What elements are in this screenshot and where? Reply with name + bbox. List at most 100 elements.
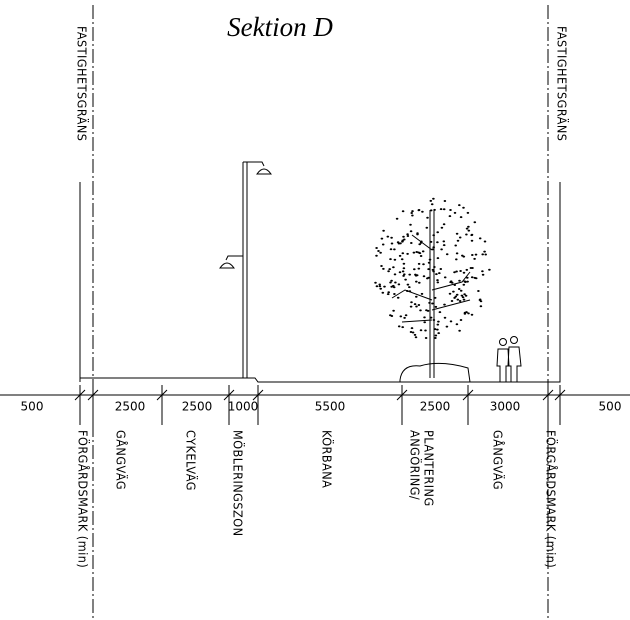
leaf [432, 319, 436, 321]
leaf [448, 215, 452, 218]
leaf [433, 328, 437, 331]
leaf [389, 258, 392, 261]
leaf [406, 233, 409, 236]
leaf [394, 281, 397, 284]
leaf [437, 320, 440, 323]
leaf [481, 273, 485, 276]
leaf [413, 303, 417, 306]
leaf [417, 267, 421, 270]
leaf [437, 332, 441, 335]
leaf [402, 267, 406, 270]
leaf [470, 233, 474, 236]
leaf [428, 258, 432, 261]
leaf [455, 258, 458, 261]
leaf [452, 290, 455, 293]
leaf [422, 263, 425, 266]
leaf [380, 265, 383, 267]
leaf [436, 241, 439, 244]
leaf [414, 336, 418, 339]
leaf [415, 295, 418, 298]
tick-slash [87, 389, 99, 401]
title: Sektion D [227, 12, 333, 42]
leaf [401, 210, 405, 213]
leaf [382, 267, 385, 270]
leaf [409, 305, 413, 308]
tick-slash [156, 389, 168, 401]
dimension-label: 500 [21, 400, 44, 414]
leaf [466, 276, 469, 279]
leaf [456, 239, 460, 242]
leaf [432, 270, 435, 273]
leaf [375, 285, 379, 288]
leaf [458, 279, 461, 282]
leaf [408, 286, 411, 289]
leaf [414, 274, 418, 277]
leaf [400, 258, 404, 261]
leaf [434, 334, 438, 337]
zone-label: FÖRGÅRDSMARK (min) [76, 430, 92, 568]
leaf [389, 281, 392, 284]
leaf [449, 320, 453, 323]
leaf [453, 284, 457, 286]
leaf [419, 329, 423, 332]
leaf [390, 242, 394, 245]
leaf [463, 280, 467, 283]
leaf [401, 270, 405, 273]
leaf [449, 209, 452, 211]
leaf [445, 253, 449, 256]
leaf [436, 281, 440, 284]
leaf [380, 237, 384, 240]
leaf [402, 235, 405, 238]
leaf [381, 243, 385, 246]
dimension-label: 1000 [228, 400, 259, 414]
leaf [390, 315, 394, 317]
leaf [393, 293, 396, 295]
leaf [406, 290, 409, 292]
leaf [396, 296, 400, 299]
leaf [461, 254, 464, 257]
leaf [379, 251, 382, 254]
leaf [484, 253, 488, 256]
dimension-label: 2500 [182, 400, 213, 414]
leaf [393, 273, 397, 276]
leaf [436, 257, 440, 260]
leaf [478, 298, 482, 301]
leaf [411, 214, 414, 217]
leaf [458, 300, 462, 302]
leaf [430, 203, 434, 206]
leaf [417, 304, 421, 306]
dimension-label: 5500 [315, 400, 346, 414]
street-lamp [219, 161, 272, 378]
leaf [383, 285, 386, 288]
leaf [410, 242, 413, 244]
leaf [443, 276, 447, 279]
leaf [387, 291, 391, 294]
leaf [390, 285, 394, 288]
leaf [470, 313, 474, 316]
leaf [382, 229, 385, 232]
leaf [427, 261, 431, 264]
leaf [463, 293, 466, 296]
leaf [433, 296, 437, 299]
leaf [455, 232, 459, 235]
leaf [450, 300, 454, 302]
leaf [417, 262, 421, 265]
leaf [442, 223, 446, 226]
tree [374, 197, 491, 383]
leaf [418, 281, 421, 284]
leaf [439, 268, 443, 270]
leaf [464, 294, 468, 297]
leaf [440, 226, 444, 229]
leaf [404, 314, 408, 317]
leaf [467, 225, 470, 228]
leaf [448, 292, 452, 295]
leaf [419, 309, 422, 312]
leaf [457, 288, 461, 290]
leaf [445, 325, 449, 328]
leaf [426, 216, 429, 219]
leaf [453, 296, 456, 299]
leaf [403, 273, 406, 276]
leaf [473, 257, 476, 260]
dimension-label: 3000 [490, 400, 521, 414]
leaf [429, 316, 433, 319]
